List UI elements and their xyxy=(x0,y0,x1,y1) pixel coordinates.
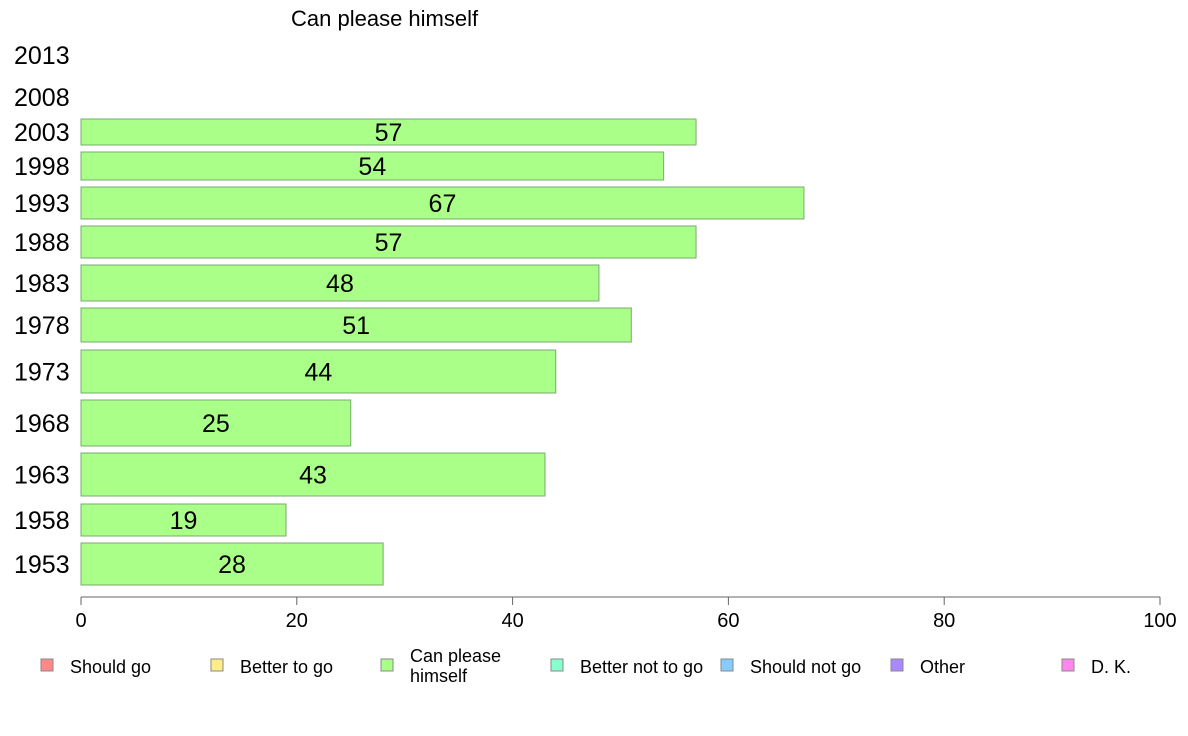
category-label: 1973 xyxy=(14,359,70,387)
x-tick-label: 40 xyxy=(501,610,523,632)
bar-value-label: 48 xyxy=(326,270,354,298)
bar xyxy=(80,452,546,497)
x-tick-label: 100 xyxy=(1143,610,1176,632)
legend-label: Should not go xyxy=(750,657,861,677)
bar xyxy=(80,542,384,586)
legend: Should go Better to go Can please himself Be… xyxy=(40,646,1131,686)
bar-value-label: 51 xyxy=(342,312,370,340)
legend-label: D. K. xyxy=(1091,657,1131,677)
category-labels: 2013 2008 2003 1998 1993 1988 1983 1978 1973 1968… xyxy=(14,42,70,579)
x-axis: 0 20 40 60 80 100 xyxy=(75,596,1177,632)
bar xyxy=(80,349,557,394)
bar xyxy=(80,264,600,302)
bars-group: 57 54 67 57 48 51 44 25 43 19 28 xyxy=(80,118,805,586)
legend-label: Should go xyxy=(70,657,151,677)
x-tick-label: 60 xyxy=(717,610,739,632)
legend-swatch xyxy=(40,658,54,672)
x-tick-label: 80 xyxy=(933,610,955,632)
bar-value-label: 57 xyxy=(375,229,403,257)
legend-label: Other xyxy=(920,657,965,677)
legend-swatch xyxy=(890,658,904,672)
category-label: 2008 xyxy=(14,84,70,112)
bar-value-label: 54 xyxy=(358,153,386,181)
bar-value-label: 25 xyxy=(202,410,230,438)
x-tick-label: 0 xyxy=(75,610,86,632)
category-label: 1993 xyxy=(14,190,70,218)
x-tick-label: 20 xyxy=(286,610,308,632)
legend-swatch xyxy=(720,658,734,672)
legend-swatch xyxy=(380,658,394,672)
legend-label: Better not to go xyxy=(580,657,703,677)
bar-value-label: 44 xyxy=(304,359,332,387)
bar-value-label: 67 xyxy=(429,190,457,218)
bar xyxy=(80,225,697,259)
bar-value-label: 57 xyxy=(375,119,403,147)
bar-value-label: 43 xyxy=(299,462,327,490)
legend-swatch xyxy=(550,658,564,672)
legend-swatch xyxy=(210,658,224,672)
legend-label: Better to go xyxy=(240,657,333,677)
category-label: 1958 xyxy=(14,507,70,535)
legend-swatch xyxy=(1061,658,1075,672)
category-label: 1988 xyxy=(14,229,70,257)
category-label: 1983 xyxy=(14,270,70,298)
bar xyxy=(80,151,665,181)
bar xyxy=(80,399,352,447)
bar-value-label: 28 xyxy=(218,551,246,579)
bar xyxy=(80,307,632,343)
category-label: 1968 xyxy=(14,410,70,438)
bar xyxy=(80,186,805,220)
category-label: 1963 xyxy=(14,462,70,490)
category-label: 1953 xyxy=(14,551,70,579)
bar-value-label: 19 xyxy=(170,507,198,535)
legend-label: Can please himself xyxy=(410,646,501,686)
category-label: 1978 xyxy=(14,312,70,340)
bar xyxy=(80,503,287,537)
bar xyxy=(80,118,697,146)
category-label: 1998 xyxy=(14,153,70,181)
category-label: 2003 xyxy=(14,119,70,147)
category-label: 2013 xyxy=(14,42,70,70)
chart-title: Can please himself xyxy=(291,6,479,31)
